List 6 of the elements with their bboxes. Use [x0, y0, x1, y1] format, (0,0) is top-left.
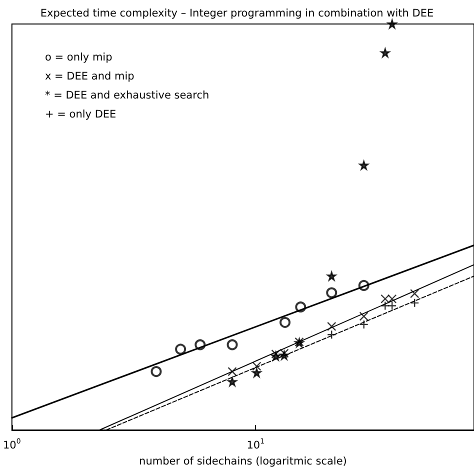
annotation: x = DEE and mip	[45, 70, 135, 82]
annotation: + = only DEE	[45, 108, 116, 120]
chart-title: Expected time complexity – Integer programming in combination with DEE	[40, 8, 434, 20]
annotation: * = DEE and exhaustive search	[45, 90, 210, 102]
annotation: o = only mip	[45, 52, 113, 64]
x-axis-title: number of sidechains (logaritmic scale)	[139, 455, 347, 468]
